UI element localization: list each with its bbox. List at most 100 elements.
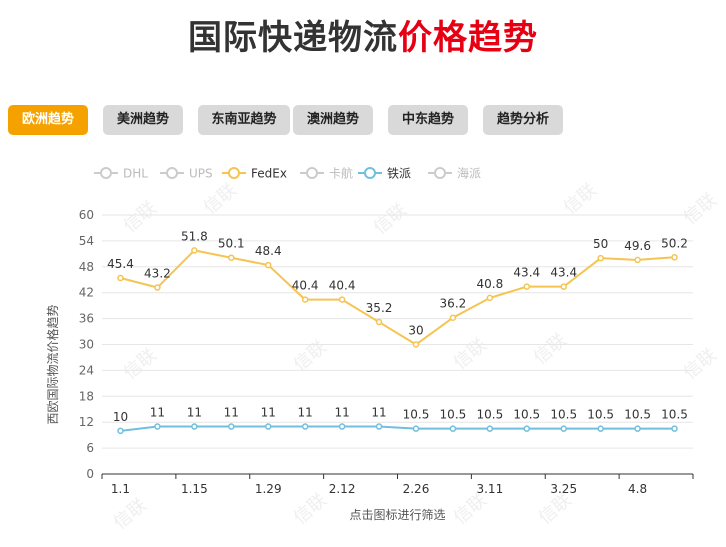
watermark-text: 信联 <box>110 495 151 534</box>
series-2-point <box>560 425 567 432</box>
series-2-data-label: 10.5 <box>403 408 430 422</box>
watermark-text: 信联 <box>450 335 491 374</box>
series-2-point <box>597 425 604 432</box>
series-1-point <box>449 314 457 321</box>
tab-trend-analysis[interactable]: 趋势分析 <box>483 105 563 135</box>
x-tick-label: 1.15 <box>181 482 208 496</box>
y-tick-label: 36 <box>79 312 94 326</box>
legend-marker <box>364 167 376 179</box>
series-1-point <box>117 274 124 282</box>
legend-5-label: 铁派 <box>387 167 411 181</box>
y-tick-label: 24 <box>79 363 94 377</box>
x-tick-label: 4.8 <box>628 482 647 496</box>
series-1-point <box>191 247 198 254</box>
x-tick-label: 3.25 <box>550 482 577 496</box>
series-2-point <box>154 423 161 430</box>
watermark-text: 信联 <box>370 200 411 239</box>
series-1-point <box>560 283 567 290</box>
x-tick-label: 3.11 <box>476 482 503 496</box>
legend-marker <box>306 167 318 179</box>
series-2-point <box>412 425 420 432</box>
watermark-text: 信联 <box>560 180 601 219</box>
series-2-data-label: 10 <box>113 410 128 424</box>
title-red-text: 价格趋势 <box>398 18 538 58</box>
series-2-data-label: 10.5 <box>440 408 467 422</box>
series-2-data-label: 11 <box>224 406 239 420</box>
series-2-point <box>486 425 494 432</box>
series-2-point <box>338 423 346 430</box>
y-tick-label: 12 <box>79 415 94 429</box>
series-2-point <box>117 427 124 435</box>
x-tick-label: 2.26 <box>403 482 430 496</box>
legend-2-label: UPS <box>189 167 213 181</box>
tab-southeast-asia[interactable]: 东南亚趋势 <box>198 105 290 135</box>
series-2-data-label: 10.5 <box>476 408 503 422</box>
series-1-point <box>264 261 272 269</box>
series-1-data-label: 50.2 <box>661 236 688 250</box>
series-1-data-label: 45.4 <box>107 257 134 271</box>
series-2-data-label: 11 <box>187 406 202 420</box>
series-2-point <box>191 423 198 430</box>
series-1-data-label: 43.4 <box>513 266 540 280</box>
series-1-line <box>120 249 675 346</box>
series-2-data-label: 10.5 <box>513 408 540 422</box>
series-2-point <box>301 423 309 430</box>
series-1-point <box>375 318 383 326</box>
series-1-point <box>671 254 678 261</box>
legend-1-label: DHL <box>123 167 148 181</box>
series-1-point <box>338 296 346 303</box>
series-1-data-label: 36.2 <box>440 297 467 311</box>
x-tick-label: 2.12 <box>329 482 356 496</box>
series-2-data-label: 10.5 <box>624 408 651 422</box>
watermark-text: 信联 <box>530 330 571 369</box>
series-1-data-label: 35.2 <box>366 301 393 315</box>
series-2-line <box>120 425 675 432</box>
tab-australia[interactable]: 澳洲趋势 <box>293 105 373 135</box>
tab-middle-east[interactable]: 中东趋势 <box>388 105 468 135</box>
series-1-data-label: 30 <box>408 324 423 338</box>
watermark-text: 信联 <box>290 490 331 529</box>
title-dark-text: 国际快递物流 <box>188 18 398 58</box>
series-1-data-label: 40.8 <box>476 277 503 291</box>
series-1-point <box>597 254 604 262</box>
y-tick-label: 18 <box>79 389 94 403</box>
series-1-point <box>412 341 420 348</box>
y-tick-label: 42 <box>79 286 94 300</box>
watermark-text: 信联 <box>200 180 241 219</box>
tab-europe[interactable]: 欧洲趋势 <box>8 105 88 135</box>
series-1-data-label: 50.1 <box>218 237 245 251</box>
series-1-point <box>228 254 235 261</box>
series-2-data-label: 10.5 <box>661 408 688 422</box>
series-2-data-label: 10.5 <box>587 408 614 422</box>
series-2-point <box>375 423 383 430</box>
series-2-point <box>523 425 531 432</box>
watermark-text: 信联 <box>680 345 721 384</box>
series-2-point <box>264 423 272 430</box>
y-tick-label: 60 <box>79 208 94 222</box>
series-1-point <box>301 296 309 303</box>
series-1-data-label: 50 <box>593 237 608 251</box>
legend-3-label: FedEx <box>251 167 287 181</box>
legend-marker <box>228 167 240 179</box>
series-1-point <box>154 284 161 291</box>
watermark-text: 信联 <box>120 345 161 384</box>
series-1-data-label: 40.4 <box>329 279 356 293</box>
y-tick-label: 0 <box>86 467 94 481</box>
y-tick-label: 54 <box>79 234 94 248</box>
series-2-point <box>449 425 457 432</box>
series-1-point <box>523 283 531 290</box>
legend-marker <box>100 167 112 179</box>
legend-4-label: 卡航 <box>329 166 353 181</box>
series-1-point <box>634 256 641 264</box>
tab-americas[interactable]: 美洲趋势 <box>103 105 183 135</box>
y-axis-title: 西欧国际物流价格趋势 <box>45 304 60 424</box>
watermark-text: 信联 <box>120 198 161 237</box>
x-tick-label: 1.1 <box>111 482 130 496</box>
y-tick-label: 30 <box>79 338 94 352</box>
series-1-data-label: 48.4 <box>255 244 282 258</box>
watermark-text: 信联 <box>680 190 721 229</box>
y-tick-label: 48 <box>79 260 94 274</box>
series-2-point <box>634 425 641 432</box>
series-1-data-label: 49.6 <box>624 239 651 253</box>
